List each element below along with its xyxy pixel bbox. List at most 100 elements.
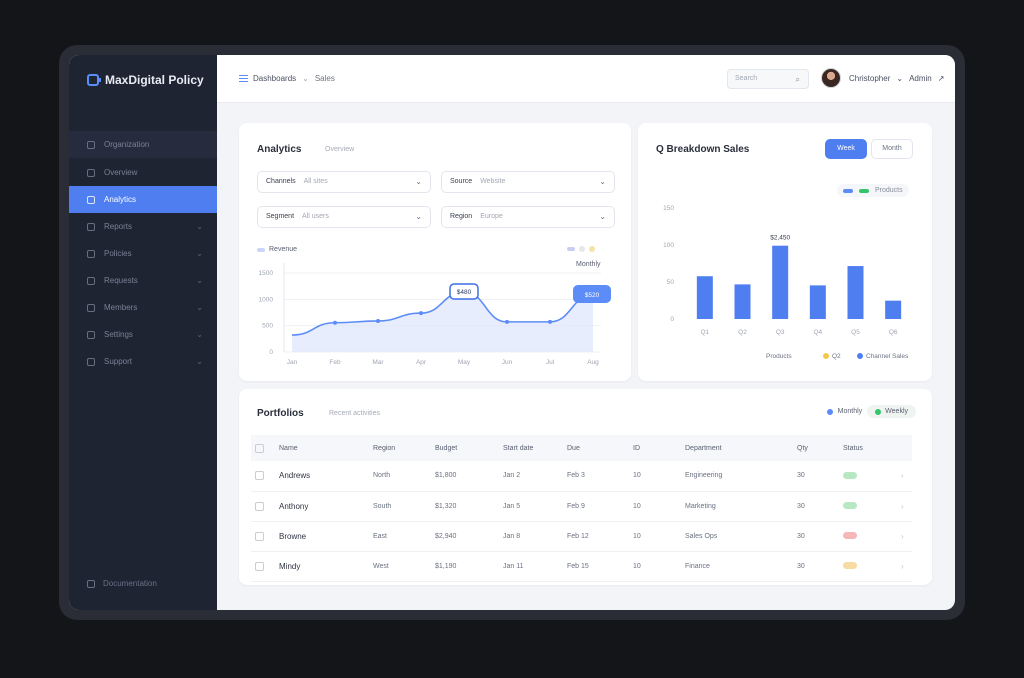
col-id[interactable]: ID xyxy=(633,444,640,452)
y-tick-label: 100 xyxy=(663,242,674,249)
bar xyxy=(809,285,826,319)
x-tick-label: May xyxy=(458,359,471,366)
cell-start: Jan 5 xyxy=(503,502,521,510)
cell-due: Feb 12 xyxy=(567,532,589,540)
chevron-right-icon[interactable]: › xyxy=(901,501,904,511)
col-start[interactable]: Start date xyxy=(503,444,534,452)
folder-icon xyxy=(87,222,95,231)
x-tick-label: Q3 xyxy=(776,329,785,336)
row-checkbox[interactable] xyxy=(255,471,264,481)
legend-dot xyxy=(579,246,585,252)
y-tick-label: 0 xyxy=(269,349,273,356)
legend-swatch xyxy=(843,188,853,193)
legend-dot xyxy=(823,353,829,359)
chevron-right-icon[interactable]: › xyxy=(901,561,904,571)
sidebar-item-support[interactable]: Support ⌄ xyxy=(69,348,217,375)
col-dept[interactable]: Department xyxy=(685,444,722,452)
chevron-down-icon: ⌄ xyxy=(196,303,203,312)
logo-icon xyxy=(87,74,101,86)
peak-badge xyxy=(449,283,479,300)
sidebar-footer-label: Documentation xyxy=(103,579,157,588)
row-checkbox[interactable] xyxy=(255,531,264,541)
search-input[interactable]: Search ⌕ xyxy=(727,69,809,89)
search-placeholder: Search xyxy=(735,75,758,82)
x-tick-label: Jun xyxy=(502,359,513,366)
user-role: Admin xyxy=(909,74,932,83)
dropdown-label: Channels xyxy=(266,178,296,185)
sidebar-item-organization[interactable]: Organization xyxy=(69,131,217,158)
col-status[interactable]: Status xyxy=(843,444,863,452)
cell-name: Mindy xyxy=(279,561,301,571)
week-button[interactable]: Week xyxy=(825,139,867,159)
sidebar-item-reports[interactable]: Reports ⌄ xyxy=(69,213,217,240)
avatar[interactable] xyxy=(821,68,841,88)
sidebar-item-label: Members xyxy=(104,303,138,312)
col-name[interactable]: Name xyxy=(279,444,298,452)
y-tick-label: 50 xyxy=(667,279,675,286)
y-tick-label: 150 xyxy=(663,205,674,212)
row-checkbox[interactable] xyxy=(255,501,264,511)
channels-dropdown[interactable]: Channels All sites ⌄ xyxy=(257,171,431,193)
bar xyxy=(772,245,789,319)
bar-legend[interactable]: Products xyxy=(837,184,909,197)
app-window: MaxDigital Policy Organization Overview An… xyxy=(69,55,955,610)
data-point xyxy=(419,311,423,316)
sidebar-item-members[interactable]: Members ⌄ xyxy=(69,294,217,321)
line-area xyxy=(292,292,593,352)
col-due[interactable]: Due xyxy=(567,444,580,452)
analytics-title: Analytics xyxy=(257,144,302,155)
table-subtitle: Recent activities xyxy=(329,410,380,417)
row-checkbox[interactable] xyxy=(255,561,264,571)
cell-budget: $1,320 xyxy=(435,502,457,510)
search-icon: ⌕ xyxy=(795,75,800,84)
brand[interactable]: MaxDigital Policy xyxy=(87,73,204,87)
x-tick-label: Apr xyxy=(416,359,427,366)
chevron-down-icon: ⌄ xyxy=(196,276,203,285)
bar-legend-item: Q2 xyxy=(832,353,841,360)
sidebar: MaxDigital Policy Organization Overview An… xyxy=(69,55,217,610)
segment-dropdown[interactable]: Segment All users ⌄ xyxy=(257,206,431,228)
select-all-checkbox[interactable] xyxy=(255,443,264,453)
table-row[interactable]: Mindy West $1,190 Jan 11 Feb 15 10 Finance 30 › xyxy=(251,551,912,581)
table-row[interactable]: Anthony South $1,320 Jan 5 Feb 9 10 Marketing 3… xyxy=(251,491,912,521)
legend-swatch xyxy=(859,188,869,193)
analytics-subtitle: Overview xyxy=(325,146,355,153)
sidebar-item-analytics[interactable]: Analytics xyxy=(69,186,217,213)
sidebar-footer[interactable]: Documentation xyxy=(87,579,157,588)
cell-name: Andrews xyxy=(279,471,311,481)
cell-qty: 30 xyxy=(797,472,805,480)
source-dropdown[interactable]: Source Website ⌄ xyxy=(441,171,615,193)
sidebar-item-requests[interactable]: Requests ⌄ xyxy=(69,267,217,294)
end-label: $520 xyxy=(585,292,600,299)
col-region[interactable]: Region xyxy=(373,444,396,452)
table-row[interactable]: Browne East $2,940 Jan 8 Feb 12 10 Sales Ops 30… xyxy=(251,521,912,551)
dropdown-label: Segment xyxy=(266,213,295,220)
region-dropdown[interactable]: Region Europe ⌄ xyxy=(441,206,615,228)
table-row[interactable]: Andrews North $1,800 Jan 2 Feb 3 10 Engineerin… xyxy=(251,461,912,491)
col-budget[interactable]: Budget xyxy=(435,444,458,452)
month-button[interactable]: Month xyxy=(871,139,913,159)
sidebar-item-settings[interactable]: Settings ⌄ xyxy=(69,321,217,348)
chevron-right-icon[interactable]: › xyxy=(901,471,904,481)
bar-legend-item: Channel Sales xyxy=(866,353,909,360)
filter-monthly[interactable]: Monthly xyxy=(837,408,863,415)
cell-region: South xyxy=(373,502,392,510)
external-icon: ↗ xyxy=(937,74,945,83)
col-qty[interactable]: Qty xyxy=(797,444,808,452)
menu-icon[interactable] xyxy=(239,75,248,82)
chevron-right-icon[interactable]: › xyxy=(901,531,904,541)
breadcrumb[interactable]: Dashboards ⌄ Sales xyxy=(253,74,335,83)
sidebar-item-policies[interactable]: Policies ⌄ xyxy=(69,240,217,267)
main-content: Dashboards ⌄ Sales Search ⌕ Christopher … xyxy=(217,55,955,610)
user-menu[interactable]: Christopher ⌄ Admin ↗ xyxy=(849,74,944,83)
chevron-down-icon: ⌄ xyxy=(599,177,606,186)
chevron-down-icon: ⌄ xyxy=(896,74,904,83)
sidebar-item-overview[interactable]: Overview xyxy=(69,159,217,186)
filter-weekly-pill[interactable]: Weekly xyxy=(867,405,916,418)
doc-icon xyxy=(87,168,95,177)
bar xyxy=(734,284,751,319)
filter-dot xyxy=(875,408,882,415)
cell-region: West xyxy=(373,562,389,570)
sidebar-item-label: Settings xyxy=(104,330,133,339)
dropdown-label: Source xyxy=(450,178,473,185)
